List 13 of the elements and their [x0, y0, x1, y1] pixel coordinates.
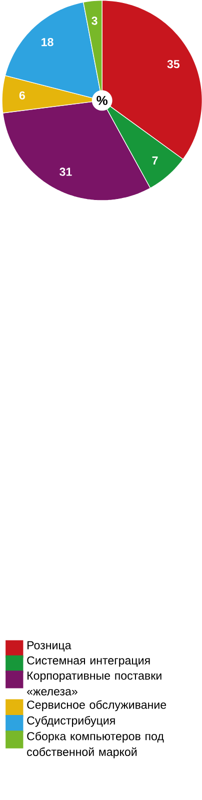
data-label: 35: [167, 60, 180, 68]
data-label: 18: [41, 38, 54, 46]
legend-label: Системная интеграция: [26, 656, 150, 667]
legend-label: Субдистрибуция: [26, 716, 115, 727]
legend-label: Корпоративные поставки «железа»: [26, 672, 162, 696]
data-label: 7: [152, 156, 158, 164]
data-label: 6: [19, 91, 25, 100]
legend-label: Сборка компьютеров под собственной маркой: [26, 732, 164, 758]
legend-label: Розница: [27, 641, 72, 652]
data-label: 31: [59, 168, 72, 176]
text: %: [96, 96, 108, 105]
legend-label: Сервисное обслуживание: [26, 700, 166, 712]
data-label: 3: [91, 16, 98, 25]
